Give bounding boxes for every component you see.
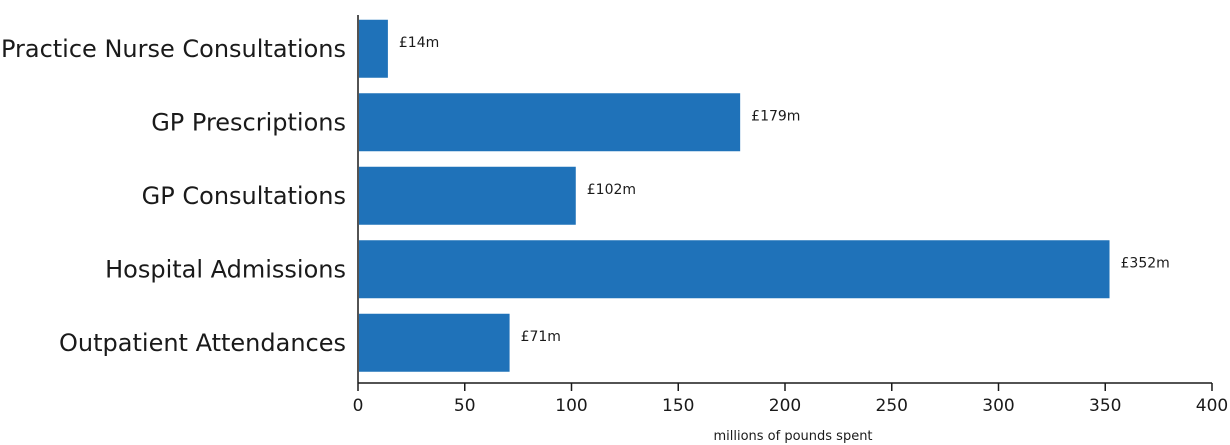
x-axis-ticks: 0 50 100 150 200 250 300 350 400 [353,383,1228,416]
x-tick-label-3: 150 [662,396,694,416]
bar-4 [359,313,510,372]
data-label-3: £352m [1121,255,1170,271]
category-label-3: Hospital Admissions [105,255,346,283]
x-tick-label-5: 250 [876,396,908,416]
category-label-1: GP Prescriptions [151,108,346,136]
category-labels: Practice Nurse Consultations GP Prescript… [1,35,346,357]
x-tick-label-2: 100 [555,396,587,416]
x-tick-label-6: 300 [982,396,1014,416]
x-tick-label-7: 350 [1089,396,1121,416]
x-tick-label-1: 50 [454,396,476,416]
x-axis-title: millions of pounds spent [713,429,872,444]
x-tick-label-0: 0 [353,396,364,416]
bars-group [359,19,1110,372]
category-label-2: GP Consultations [142,182,346,210]
category-label-0: Practice Nurse Consultations [1,35,346,63]
data-label-4: £71m [521,329,561,345]
bar-3 [359,240,1110,299]
data-labels: £14m £179m £102m £352m £71m [399,35,1170,345]
category-label-4: Outpatient Attendances [59,329,346,357]
data-label-1: £179m [751,108,800,124]
data-label-0: £14m [399,35,439,51]
data-label-2: £102m [587,182,636,198]
bar-0 [359,19,388,78]
bar-2 [359,166,576,225]
bar-1 [359,93,741,152]
x-tick-label-4: 200 [769,396,801,416]
x-tick-label-8: 400 [1196,396,1228,416]
